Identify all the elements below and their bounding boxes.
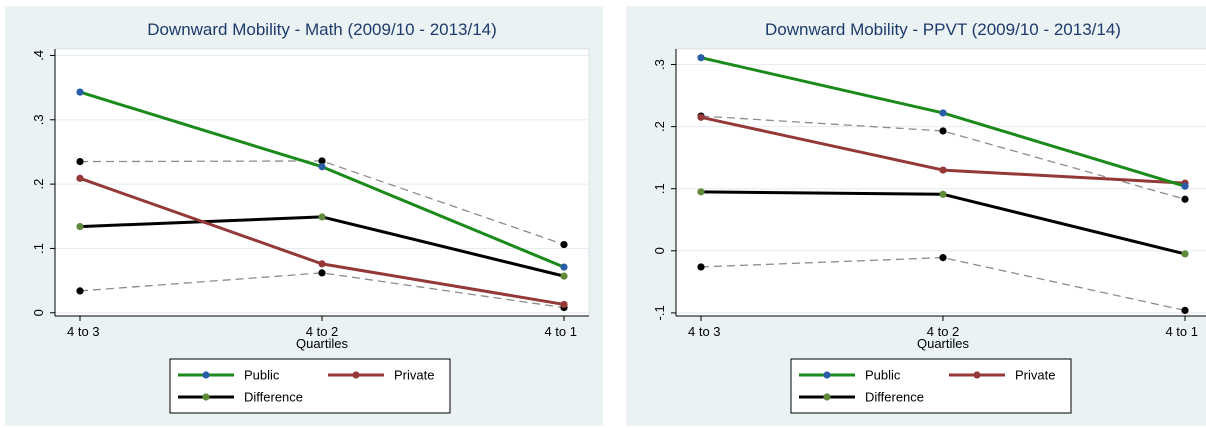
confidence-bound-point bbox=[76, 287, 84, 295]
x-tick-label: 4 to 1 bbox=[544, 324, 577, 339]
x-axis-label: Quartiles bbox=[296, 336, 349, 351]
y-tick-label: .1 bbox=[31, 243, 46, 254]
x-axis-label: Quartiles bbox=[917, 336, 970, 351]
confidence-bound-point bbox=[1181, 306, 1189, 315]
confidence-bound-point bbox=[560, 240, 568, 249]
y-tick-label: .1 bbox=[652, 183, 667, 194]
legend-marker bbox=[202, 393, 210, 401]
confidence-bound-point bbox=[939, 127, 947, 135]
chart-title: Downward Mobility - PPVT (2009/10 - 2013… bbox=[765, 20, 1121, 39]
data-point-public bbox=[76, 88, 84, 96]
legend-marker bbox=[823, 393, 831, 401]
chart-ppvt-downward-mobility: Downward Mobility - PPVT (2009/10 - 2013… bbox=[626, 6, 1206, 426]
x-tick-label: 4 to 3 bbox=[67, 324, 100, 339]
legend-box bbox=[790, 358, 1072, 414]
legend-marker bbox=[202, 371, 210, 379]
y-tick-label: .2 bbox=[652, 121, 667, 132]
confidence-bound-line bbox=[700, 115, 1186, 200]
x-tick-label: 4 to 2 bbox=[306, 324, 339, 339]
confidence-bound-point bbox=[76, 157, 84, 166]
data-point-private bbox=[76, 174, 84, 182]
chart-title: Downward Mobility - Math (2009/10 - 2013… bbox=[147, 20, 497, 39]
data-point-public bbox=[939, 109, 947, 117]
legend-label: Public bbox=[244, 368, 280, 383]
legend-marker bbox=[823, 371, 831, 379]
data-point-difference bbox=[1181, 250, 1189, 258]
confidence-bound-point bbox=[318, 269, 326, 277]
legend-label: Difference bbox=[865, 390, 924, 405]
legend-label: Public bbox=[865, 368, 901, 383]
chart-svg: Downward Mobility - PPVT (2009/10 - 2013… bbox=[626, 6, 1206, 426]
data-point-difference bbox=[76, 222, 84, 231]
legend-label: Private bbox=[394, 368, 434, 383]
confidence-bound-point bbox=[318, 157, 326, 165]
legend-label: Difference bbox=[244, 390, 303, 405]
confidence-bound-line bbox=[700, 256, 1186, 312]
x-tick-label: 4 to 1 bbox=[1165, 324, 1198, 339]
confidence-bound-point bbox=[1181, 195, 1189, 203]
data-point-public bbox=[1181, 182, 1189, 190]
chart-math-downward-mobility: Downward Mobility - Math (2009/10 - 2013… bbox=[5, 6, 603, 426]
x-tick-label: 4 to 3 bbox=[688, 324, 721, 339]
plot-area bbox=[675, 48, 1206, 317]
legend-marker bbox=[352, 371, 360, 379]
legend-box bbox=[169, 358, 451, 414]
confidence-bound-point bbox=[939, 254, 947, 262]
data-point-public bbox=[697, 54, 705, 62]
data-point-public bbox=[560, 263, 568, 271]
legend-marker bbox=[973, 371, 981, 379]
confidence-bound-point bbox=[697, 263, 705, 271]
legend-label: Private bbox=[1015, 368, 1055, 383]
data-point-private bbox=[939, 166, 947, 174]
chart-svg: Downward Mobility - Math (2009/10 - 2013… bbox=[5, 6, 603, 426]
data-point-private bbox=[697, 113, 705, 121]
y-tick-label: .2 bbox=[31, 179, 46, 190]
data-point-private bbox=[318, 260, 326, 268]
data-point-difference bbox=[318, 213, 326, 221]
y-tick-label: 0 bbox=[31, 309, 46, 316]
y-tick-label: 0 bbox=[652, 247, 667, 254]
data-point-private bbox=[560, 300, 568, 309]
y-tick-label: -.1 bbox=[652, 305, 667, 320]
confidence-bound-line bbox=[79, 272, 565, 309]
x-tick-label: 4 to 2 bbox=[927, 324, 960, 339]
y-tick-label: .4 bbox=[31, 50, 46, 61]
data-point-difference bbox=[697, 188, 705, 196]
data-point-public bbox=[318, 163, 326, 171]
y-tick-label: .3 bbox=[652, 59, 667, 70]
data-point-difference bbox=[560, 272, 568, 280]
confidence-bound-line bbox=[79, 160, 565, 246]
data-point-difference bbox=[939, 190, 947, 198]
y-tick-label: .3 bbox=[31, 114, 46, 125]
